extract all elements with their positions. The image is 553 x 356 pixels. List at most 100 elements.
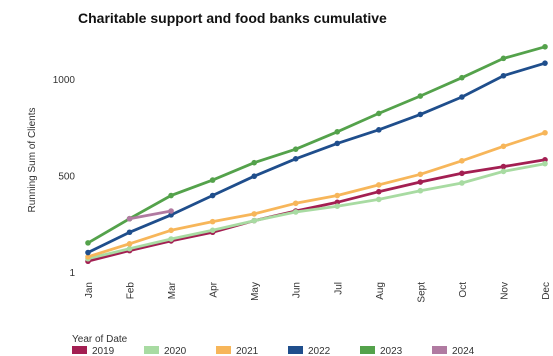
data-point	[209, 177, 216, 183]
data-point	[542, 156, 548, 163]
series-layer	[85, 43, 548, 265]
data-point	[85, 249, 91, 256]
legend-swatch	[360, 346, 375, 354]
data-point	[459, 170, 465, 177]
data-point	[168, 236, 174, 242]
legend-title: Year of Date	[72, 334, 128, 345]
data-point	[376, 196, 382, 203]
data-point	[417, 171, 424, 178]
x-tick-label: Mar	[167, 281, 178, 299]
data-point	[417, 93, 424, 99]
x-axis-ticks: Jan Feb Mar Apr May Jun Jul Aug Sept Oct Nov Dec	[84, 281, 552, 302]
legend-label: 2023	[380, 346, 403, 356]
x-tick-label: Aug	[375, 282, 386, 300]
data-point	[209, 227, 216, 234]
series-2024	[126, 208, 174, 222]
data-point	[292, 209, 299, 215]
legend-label: 2022	[308, 346, 331, 356]
y-tick-label: 1	[69, 268, 75, 279]
series-2020	[85, 160, 548, 262]
legend-swatch	[72, 346, 87, 354]
data-point	[334, 203, 341, 209]
data-point	[251, 173, 257, 180]
x-tick-label: Dec	[541, 282, 552, 300]
legend-label: 2024	[452, 346, 475, 356]
series-line-2020	[87, 162, 546, 261]
data-point	[500, 55, 507, 62]
series-2021	[85, 129, 548, 260]
x-tick-label: Feb	[126, 282, 137, 300]
x-tick-label: Jun	[292, 282, 303, 298]
legend-swatch	[288, 346, 303, 354]
data-point	[500, 143, 507, 150]
legend-swatch	[216, 346, 231, 354]
data-point	[85, 240, 91, 246]
data-point	[376, 127, 382, 133]
y-tick-label: 500	[58, 171, 75, 182]
data-point	[459, 94, 465, 100]
x-tick-label: Jul	[333, 282, 344, 295]
data-point	[334, 192, 341, 199]
data-point	[417, 179, 424, 185]
series-line-2021	[87, 131, 546, 259]
data-point	[85, 253, 91, 260]
y-axis-label: Running Sum of Clients	[27, 107, 38, 212]
legend-label: 2020	[164, 346, 187, 356]
data-point	[209, 218, 216, 225]
series-line-2019	[87, 158, 546, 263]
data-point	[500, 163, 507, 170]
x-tick-label: Jan	[84, 282, 95, 298]
data-point	[459, 74, 465, 81]
data-point	[334, 199, 341, 206]
data-point	[126, 245, 133, 252]
series-line-2022	[87, 61, 546, 254]
series-2022	[85, 60, 548, 256]
data-point	[126, 229, 133, 236]
x-tick-label: Sept	[416, 282, 427, 303]
legend: Year of Date 2019 2020 2021 2022 2023 2024	[72, 334, 475, 356]
legend-label: 2021	[236, 346, 259, 356]
data-point	[168, 227, 174, 234]
data-point	[292, 200, 299, 207]
x-tick-label: Nov	[499, 282, 510, 300]
chart-title: Charitable support and food banks cumula…	[78, 10, 387, 26]
data-point	[459, 180, 465, 186]
x-tick-label: May	[250, 282, 261, 301]
data-point	[251, 211, 257, 217]
data-point	[542, 60, 548, 66]
data-point	[542, 160, 548, 167]
series-line-2023	[87, 45, 546, 245]
data-point	[376, 182, 382, 188]
data-point	[500, 168, 507, 175]
data-point	[417, 111, 424, 118]
data-point	[376, 110, 382, 117]
data-point	[251, 159, 257, 166]
data-point	[168, 192, 174, 199]
data-point	[459, 157, 465, 164]
data-point	[251, 217, 257, 224]
y-tick-label: 1000	[53, 75, 76, 86]
series-line-2024	[129, 209, 172, 221]
data-point	[417, 187, 424, 194]
data-point	[500, 72, 507, 79]
x-tick-label: Oct	[458, 282, 469, 298]
legend-swatch	[144, 346, 159, 354]
data-point	[292, 156, 299, 162]
data-point	[334, 128, 341, 135]
data-point	[542, 43, 548, 50]
legend-label: 2019	[92, 346, 115, 356]
data-point	[126, 241, 133, 247]
data-point	[168, 208, 174, 214]
data-point	[542, 129, 548, 136]
x-tick-label: Apr	[209, 281, 220, 297]
series-2019	[85, 156, 548, 265]
data-point	[126, 215, 133, 222]
data-point	[209, 192, 216, 199]
data-point	[168, 212, 174, 218]
data-point	[376, 188, 382, 195]
y-axis-ticks: 1 500 1000	[53, 75, 76, 279]
legend-swatch	[432, 346, 447, 354]
data-point	[334, 140, 341, 147]
data-point	[292, 146, 299, 152]
